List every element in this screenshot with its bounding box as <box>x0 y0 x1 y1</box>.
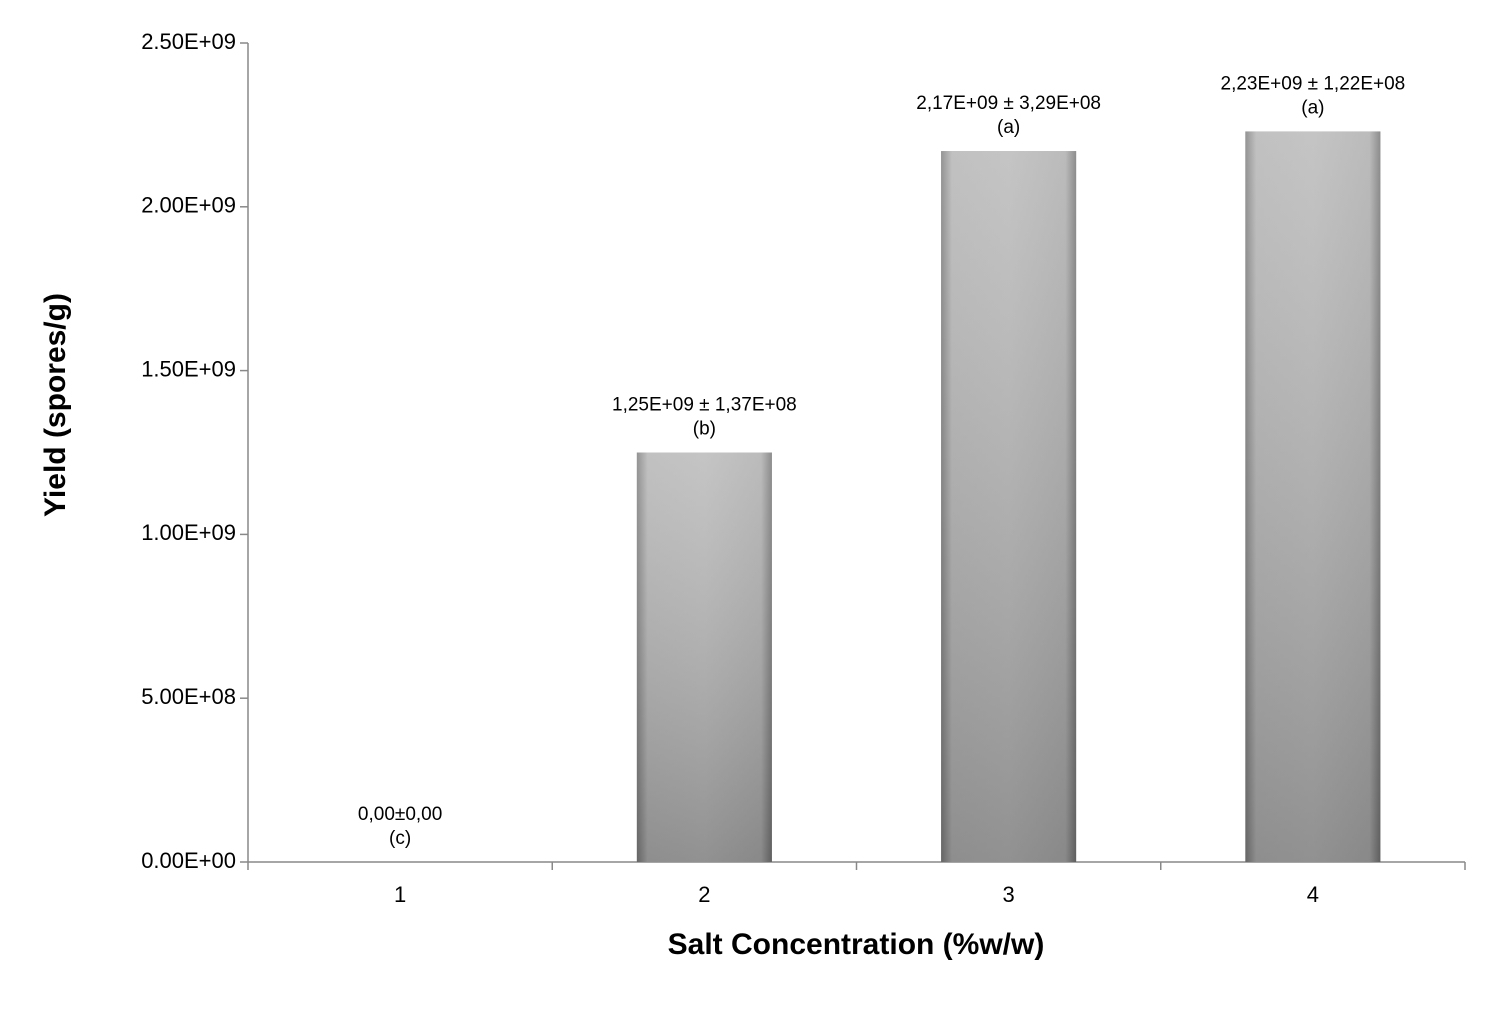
x-tick-label: 1 <box>394 882 406 907</box>
x-tick-label: 4 <box>1307 882 1319 907</box>
bar-shade <box>636 452 772 862</box>
y-axis-title: Yield (spores/g) <box>39 293 72 517</box>
y-tick-label: 1.50E+09 <box>141 356 236 381</box>
y-tick-label: 2.50E+09 <box>141 29 236 54</box>
bar-shade <box>1245 131 1381 862</box>
group-letter: (a) <box>1301 97 1324 118</box>
group-letter: (c) <box>389 828 411 849</box>
value-label: 0,00±0,00 <box>358 804 442 825</box>
value-label: 1,25E+09 ± 1,37E+08 <box>612 395 797 416</box>
bar-shade <box>941 151 1077 862</box>
x-axis-title: Salt Concentration (%w/w) <box>668 928 1045 961</box>
y-tick-label: 2.00E+09 <box>141 193 236 218</box>
x-tick-label: 3 <box>1003 882 1015 907</box>
y-tick-label: 0.00E+00 <box>141 848 236 873</box>
value-label: 2,17E+09 ± 3,29E+08 <box>916 93 1101 114</box>
y-tick-label: 1.00E+09 <box>141 520 236 545</box>
value-label: 2,23E+09 ± 1,22E+08 <box>1221 73 1406 94</box>
y-tick-label: 5.00E+08 <box>141 684 236 709</box>
group-letter: (b) <box>693 419 716 440</box>
group-letter: (a) <box>997 117 1020 138</box>
x-tick-label: 2 <box>698 882 710 907</box>
